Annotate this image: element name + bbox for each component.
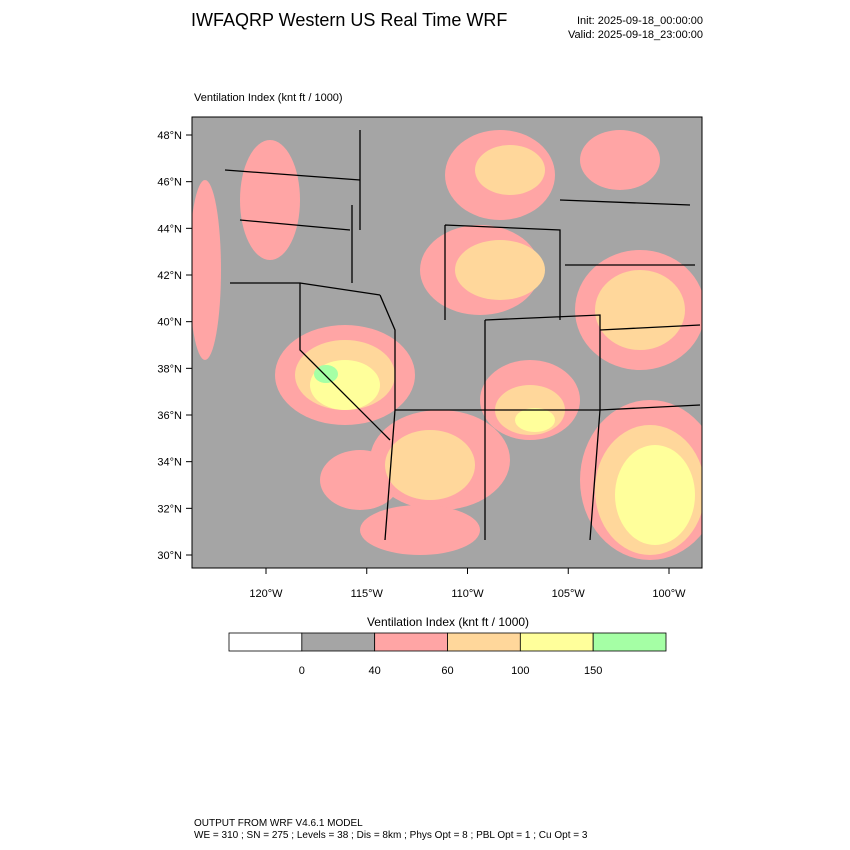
- colorbar-box: [301, 632, 376, 652]
- footer-line: OUTPUT FROM WRF V4.6.1 MODEL: [194, 818, 363, 829]
- colorbar-box: [447, 632, 521, 652]
- colorbar-box: [228, 632, 303, 652]
- map-label: Ventilation Index (knt ft / 1000): [194, 92, 343, 104]
- lon-label: 100°W: [652, 588, 686, 600]
- lon-label: 120°W: [249, 588, 283, 600]
- lat-label: 38°N: [157, 363, 182, 375]
- init-time: Init: 2025-09-18_00:00:00: [577, 15, 703, 27]
- lat-label: 36°N: [157, 410, 182, 422]
- lon-label: 105°W: [552, 588, 586, 600]
- colorbar-box: [374, 632, 448, 652]
- colorbar-label: 0: [299, 665, 305, 677]
- field-yellow: [310, 360, 695, 545]
- colorbar-label: 150: [584, 665, 602, 677]
- colorbar-box: [592, 632, 667, 652]
- lon-label: 110°W: [451, 588, 484, 600]
- map-frame: [191, 116, 703, 569]
- map-field: [192, 117, 702, 568]
- colorbar-label: 40: [369, 665, 381, 677]
- colorbar-label: 60: [441, 665, 453, 677]
- state-borders: [224, 130, 701, 541]
- lat-label: 40°N: [157, 317, 182, 329]
- lat-label: 46°N: [157, 177, 182, 189]
- footer-line: WE = 310 ; SN = 275 ; Levels = 38 ; Dis …: [194, 830, 588, 841]
- lat-label: 48°N: [157, 130, 182, 142]
- lat-label: 42°N: [157, 270, 182, 282]
- lat-label: 30°N: [157, 550, 182, 562]
- colorbar-label: 100: [511, 665, 529, 677]
- colorbar: 0 40 60 100 150: [228, 632, 667, 677]
- lat-label: 34°N: [157, 457, 182, 469]
- valid-time: Valid: 2025-09-18_23:00:00: [568, 29, 703, 41]
- colorbar-title: Ventilation Index (knt ft / 1000): [367, 615, 529, 629]
- lon-label: 115°W: [351, 588, 384, 600]
- map-ticks: 48°N 46°N 44°N 42°N 40°N 38°N 36°N 34°N 32°N 30°N…: [157, 130, 686, 600]
- colorbar-box: [519, 632, 594, 652]
- lat-label: 32°N: [157, 503, 182, 515]
- title: IWFAQRP Western US Real Time WRF: [191, 10, 507, 30]
- lat-label: 44°N: [157, 223, 182, 235]
